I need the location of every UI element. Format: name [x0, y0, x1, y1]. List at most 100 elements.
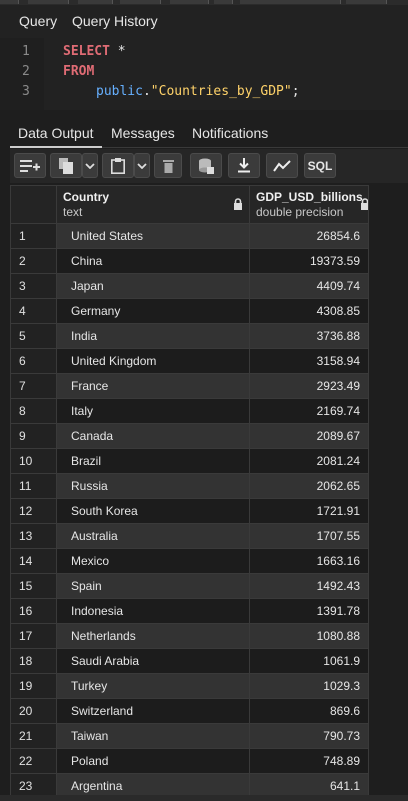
- row-number[interactable]: 7: [10, 373, 57, 399]
- table-row[interactable]: 14 Mexico 1663.16: [10, 548, 369, 574]
- table-row[interactable]: 6 United Kingdom 3158.94: [10, 348, 369, 374]
- cell-gdp[interactable]: 19373.59: [249, 248, 369, 274]
- row-number[interactable]: 9: [10, 423, 57, 449]
- cell-gdp[interactable]: 3158.94: [249, 348, 369, 374]
- row-number[interactable]: 3: [10, 273, 57, 299]
- tab-messages[interactable]: Messages: [111, 125, 175, 141]
- table-row[interactable]: 17 Netherlands 1080.88: [10, 623, 369, 649]
- cell-country[interactable]: China: [56, 248, 250, 274]
- cell-country[interactable]: Spain: [56, 573, 250, 599]
- row-number[interactable]: 23: [10, 773, 57, 799]
- cell-country[interactable]: United Kingdom: [56, 348, 250, 374]
- cell-gdp[interactable]: 1707.55: [249, 523, 369, 549]
- cell-gdp[interactable]: 4308.85: [249, 298, 369, 324]
- table-row[interactable]: 8 Italy 2169.74: [10, 398, 369, 424]
- row-number[interactable]: 13: [10, 523, 57, 549]
- graph-visualiser-button[interactable]: [266, 153, 298, 178]
- cell-gdp[interactable]: 3736.88: [249, 323, 369, 349]
- cell-gdp[interactable]: 26854.6: [249, 223, 369, 249]
- row-number[interactable]: 19: [10, 673, 57, 699]
- table-row[interactable]: 7 France 2923.49: [10, 373, 369, 399]
- row-number[interactable]: 11: [10, 473, 57, 499]
- table-row[interactable]: 15 Spain 1492.43: [10, 573, 369, 599]
- table-row[interactable]: 13 Australia 1707.55: [10, 523, 369, 549]
- tab-query[interactable]: Query: [10, 5, 67, 40]
- table-row[interactable]: 10 Brazil 2081.24: [10, 448, 369, 474]
- cell-gdp[interactable]: 2169.74: [249, 398, 369, 424]
- cell-country[interactable]: Russia: [56, 473, 250, 499]
- row-number[interactable]: 15: [10, 573, 57, 599]
- table-row[interactable]: 23 Argentina 641.1: [10, 773, 369, 799]
- cell-gdp[interactable]: 1061.9: [249, 648, 369, 674]
- cell-country[interactable]: Saudi Arabia: [56, 648, 250, 674]
- cell-country[interactable]: Turkey: [56, 673, 250, 699]
- table-row[interactable]: 9 Canada 2089.67: [10, 423, 369, 449]
- cell-country[interactable]: Argentina: [56, 773, 250, 799]
- row-number[interactable]: 16: [10, 598, 57, 624]
- table-row[interactable]: 3 Japan 4409.74: [10, 273, 369, 299]
- cell-country[interactable]: Italy: [56, 398, 250, 424]
- copy-options-dropdown[interactable]: [82, 153, 98, 178]
- copy-button[interactable]: [50, 153, 82, 178]
- cell-country[interactable]: Germany: [56, 298, 250, 324]
- cell-gdp[interactable]: 1029.3: [249, 673, 369, 699]
- delete-button[interactable]: [154, 153, 182, 178]
- cell-country[interactable]: India: [56, 323, 250, 349]
- table-row[interactable]: 16 Indonesia 1391.78: [10, 598, 369, 624]
- cell-gdp[interactable]: 2089.67: [249, 423, 369, 449]
- row-number[interactable]: 17: [10, 623, 57, 649]
- cell-gdp[interactable]: 1721.91: [249, 498, 369, 524]
- cell-country[interactable]: Poland: [56, 748, 250, 774]
- cell-gdp[interactable]: 641.1: [249, 773, 369, 799]
- cell-gdp[interactable]: 2062.65: [249, 473, 369, 499]
- column-header-gdp[interactable]: GDP_USD_billions double precision: [249, 185, 369, 224]
- table-row[interactable]: 5 India 3736.88: [10, 323, 369, 349]
- paste-button[interactable]: [102, 153, 134, 178]
- cell-country[interactable]: South Korea: [56, 498, 250, 524]
- row-number[interactable]: 2: [10, 248, 57, 274]
- cell-country[interactable]: Netherlands: [56, 623, 250, 649]
- row-number[interactable]: 6: [10, 348, 57, 374]
- row-number[interactable]: 14: [10, 548, 57, 574]
- cell-country[interactable]: Japan: [56, 273, 250, 299]
- vertical-scroll-area[interactable]: [370, 185, 408, 801]
- table-row[interactable]: 20 Switzerland 869.6: [10, 698, 369, 724]
- table-row[interactable]: 4 Germany 4308.85: [10, 298, 369, 324]
- tab-notifications[interactable]: Notifications: [192, 125, 269, 141]
- table-row[interactable]: 22 Poland 748.89: [10, 748, 369, 774]
- table-row[interactable]: 21 Taiwan 790.73: [10, 723, 369, 749]
- save-data-button[interactable]: [190, 153, 222, 178]
- cell-gdp[interactable]: 1663.16: [249, 548, 369, 574]
- sql-editor[interactable]: 1 2 3 SELECT * FROM public."Countries_by…: [0, 38, 408, 110]
- cell-gdp[interactable]: 790.73: [249, 723, 369, 749]
- cell-gdp[interactable]: 2923.49: [249, 373, 369, 399]
- cell-country[interactable]: Indonesia: [56, 598, 250, 624]
- paste-options-dropdown[interactable]: [134, 153, 150, 178]
- table-row[interactable]: 12 South Korea 1721.91: [10, 498, 369, 524]
- tab-query-history[interactable]: Query History: [72, 13, 158, 29]
- row-number[interactable]: 8: [10, 398, 57, 424]
- row-number[interactable]: 10: [10, 448, 57, 474]
- cell-gdp[interactable]: 1492.43: [249, 573, 369, 599]
- row-number[interactable]: 22: [10, 748, 57, 774]
- download-button[interactable]: [228, 153, 260, 178]
- row-number[interactable]: 18: [10, 648, 57, 674]
- cell-gdp[interactable]: 748.89: [249, 748, 369, 774]
- column-header-country[interactable]: Country text: [56, 185, 250, 224]
- cell-country[interactable]: Taiwan: [56, 723, 250, 749]
- add-row-button[interactable]: [14, 153, 46, 178]
- sql-button[interactable]: SQL: [304, 153, 336, 178]
- row-number[interactable]: 4: [10, 298, 57, 324]
- table-row[interactable]: 11 Russia 2062.65: [10, 473, 369, 499]
- cell-gdp[interactable]: 2081.24: [249, 448, 369, 474]
- row-number[interactable]: 1: [10, 223, 57, 249]
- cell-gdp[interactable]: 4409.74: [249, 273, 369, 299]
- table-row[interactable]: 2 China 19373.59: [10, 248, 369, 274]
- row-number[interactable]: 5: [10, 323, 57, 349]
- cell-gdp[interactable]: 1080.88: [249, 623, 369, 649]
- cell-country[interactable]: Mexico: [56, 548, 250, 574]
- cell-country[interactable]: Australia: [56, 523, 250, 549]
- cell-country[interactable]: United States: [56, 223, 250, 249]
- table-row[interactable]: 18 Saudi Arabia 1061.9: [10, 648, 369, 674]
- cell-country[interactable]: France: [56, 373, 250, 399]
